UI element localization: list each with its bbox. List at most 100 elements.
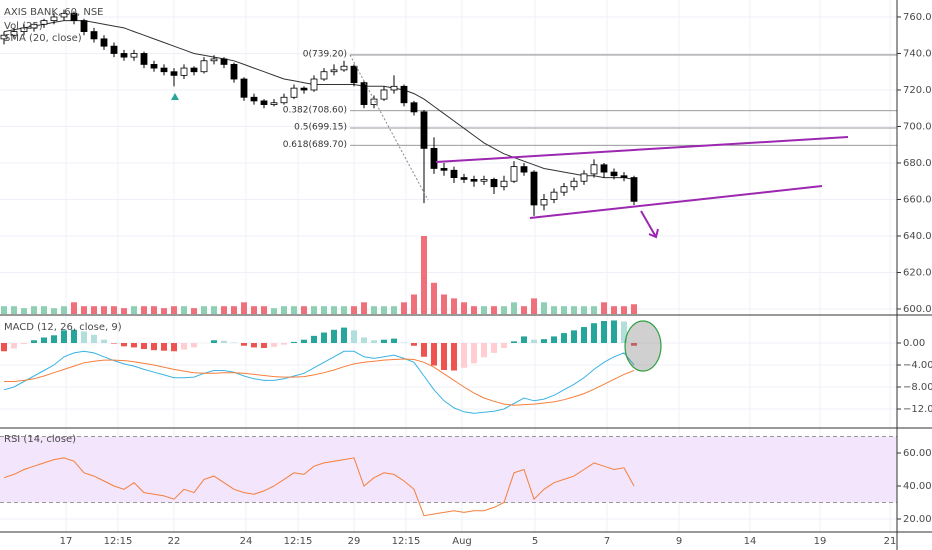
y-tick-label: 660.00	[903, 194, 932, 205]
volume-bar	[521, 306, 527, 314]
volume-bar	[421, 236, 427, 314]
candle-body	[190, 67, 198, 73]
volume-bar	[411, 294, 417, 314]
volume-bar	[81, 306, 87, 314]
candle-body	[170, 71, 178, 76]
y-tick-label: −4.00	[903, 360, 932, 371]
macd-histogram-bar	[511, 341, 517, 344]
volume-bar	[111, 306, 117, 314]
volume-bar	[71, 302, 77, 314]
volume-bar	[611, 306, 617, 314]
macd-line	[3, 350, 635, 414]
macd-histogram-bar	[11, 343, 17, 349]
candle-body	[80, 20, 88, 32]
candle-body	[150, 64, 158, 69]
candle-body	[370, 98, 378, 105]
macd-histogram-bar	[541, 339, 547, 344]
macd-histogram-bar	[521, 336, 527, 344]
macd-histogram-bar	[561, 333, 567, 344]
labels: AXIS BANK, 60, NSE Vol (25) SMA (20, clo…	[4, 7, 932, 547]
volume-bar	[291, 306, 297, 314]
rsi-band-bg	[0, 436, 897, 503]
trend-line	[529, 185, 823, 219]
macd-histogram-bar	[291, 341, 297, 344]
macd-histogram-bar	[631, 343, 637, 346]
volume-label: Vol (25)	[4, 21, 43, 32]
candle-body	[610, 171, 618, 177]
candle-body	[90, 31, 98, 40]
volume-bar	[121, 308, 127, 314]
candle-body	[130, 53, 138, 58]
macd-histogram-bar	[51, 335, 57, 344]
macd-histogram-bar	[461, 343, 467, 368]
x-tick-label: 12:15	[392, 536, 421, 547]
y-tick-label: 20.00	[903, 514, 932, 525]
volume-bar	[511, 302, 517, 314]
x-tick-label: 22	[168, 536, 181, 547]
fib-label: 0.382(708.60)	[283, 105, 347, 115]
volume-bar	[91, 306, 97, 314]
volume-bar	[471, 306, 477, 314]
y-tick-label: 680.00	[903, 158, 932, 169]
volume-bar	[231, 306, 237, 314]
volume-bar	[561, 306, 567, 314]
candle-body	[430, 147, 438, 169]
macd-histogram-bar	[121, 343, 127, 347]
y-tick-label: 0.00	[903, 338, 925, 349]
volume-bar	[501, 306, 507, 314]
y-tick-label: 640.00	[903, 231, 932, 242]
volume-bar	[551, 306, 557, 314]
volume-bar	[101, 306, 107, 314]
candle-body	[100, 38, 108, 47]
candle-body	[460, 177, 468, 180]
macd-histogram-bar	[591, 323, 597, 344]
candle-body	[70, 12, 78, 22]
macd-histogram-bar	[221, 340, 227, 344]
candle-body	[580, 173, 588, 182]
candle-body	[110, 45, 118, 54]
marks	[0, 9, 897, 517]
y-tick-label: 620.00	[903, 267, 932, 278]
candle-body	[60, 12, 68, 18]
volume-bar	[601, 302, 607, 314]
rsi-line	[3, 457, 635, 517]
macd-histogram-bar	[231, 342, 237, 344]
macd-histogram-bar	[261, 343, 267, 348]
candle-body	[530, 171, 538, 206]
macd-histogram-bar	[451, 343, 457, 371]
candle-body	[350, 65, 358, 84]
x-tick-label: 24	[240, 536, 253, 547]
volume-bar	[1, 306, 7, 314]
candle-body	[140, 53, 148, 65]
macd-histogram-bar	[501, 343, 507, 348]
volume-bar	[381, 306, 387, 314]
symbol-title: AXIS BANK, 60, NSE	[4, 7, 104, 18]
macd-histogram-bar	[91, 334, 97, 344]
candle-body	[400, 85, 408, 104]
macd-histogram-bar	[241, 343, 247, 346]
candle-body	[480, 179, 488, 182]
x-tick-label: 14	[744, 536, 757, 547]
macd-histogram-bar	[331, 329, 337, 344]
x-tick-label: 12:15	[284, 536, 313, 547]
candle-body	[10, 31, 18, 36]
candle-body	[620, 175, 628, 178]
macd-histogram-bar	[21, 343, 27, 345]
candle-body	[310, 78, 318, 91]
candle-body	[340, 65, 348, 71]
macd-histogram-bar	[431, 343, 437, 366]
volume-bar	[541, 302, 547, 314]
macd-title: MACD (12, 26, close, 9)	[4, 322, 122, 333]
candle-body	[320, 71, 328, 80]
macd-histogram-bar	[71, 329, 77, 344]
candle-body	[290, 87, 298, 98]
x-tick-label: 9	[676, 536, 682, 547]
candle-body	[280, 96, 288, 104]
candle-body	[200, 60, 208, 73]
x-tick-label: 19	[814, 536, 827, 547]
macd-histogram-bar	[421, 343, 427, 357]
volume-bar	[241, 302, 247, 314]
candle-body	[380, 89, 388, 100]
candle-body	[260, 100, 268, 105]
macd-histogram-bar	[211, 340, 217, 344]
